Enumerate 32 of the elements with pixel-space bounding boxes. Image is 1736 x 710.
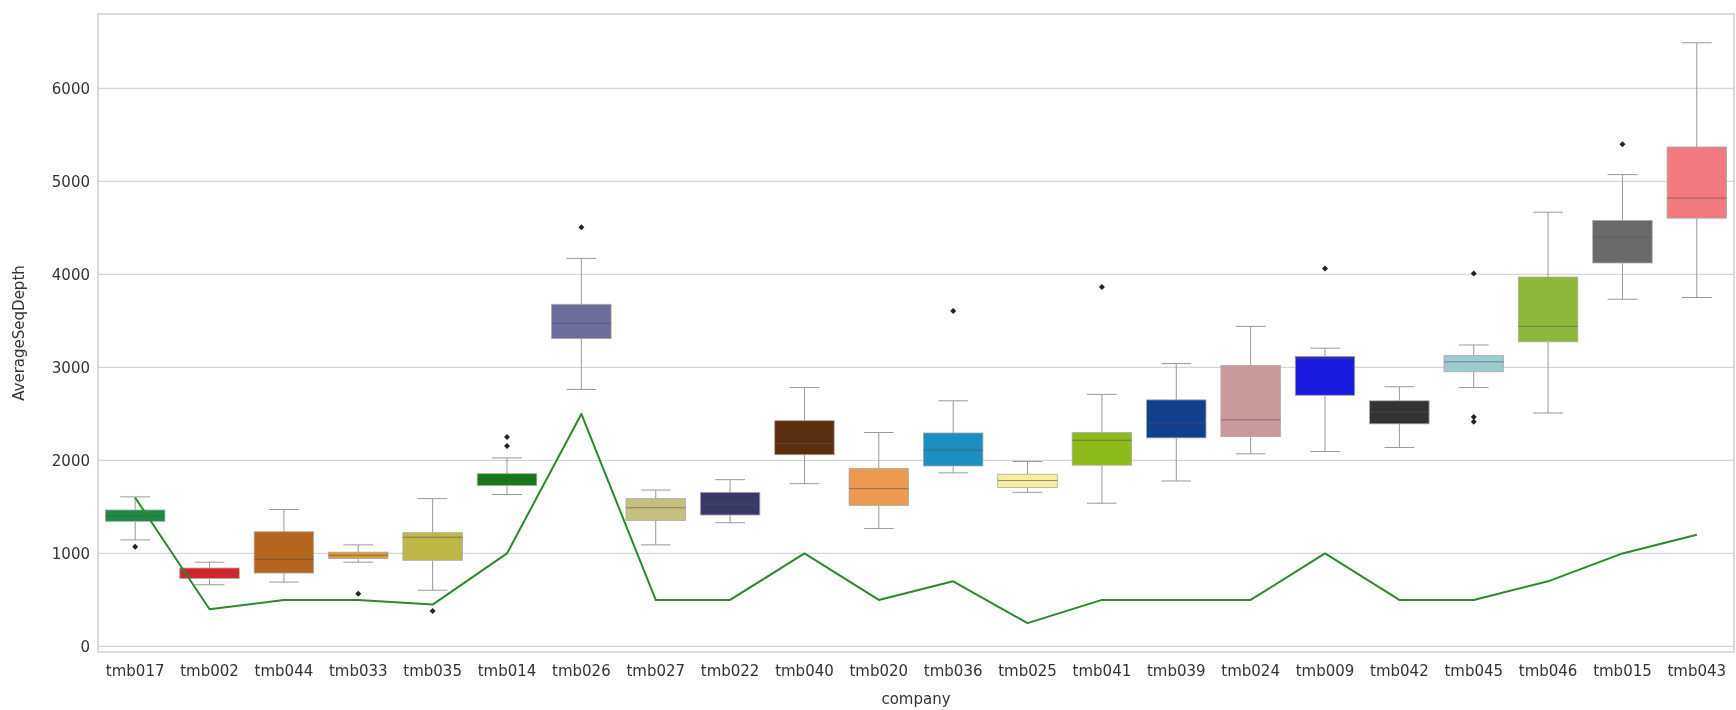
- y-axis-title: AverageSeqDepth: [10, 265, 28, 401]
- x-axis-title: company: [881, 690, 951, 708]
- x-tick-label: tmb043: [1667, 662, 1727, 680]
- x-tick-label: tmb045: [1444, 662, 1504, 680]
- x-tick-label: tmb036: [923, 662, 983, 680]
- x-tick-label: tmb025: [998, 662, 1057, 680]
- x-tick-label: tmb033: [328, 662, 388, 680]
- x-tick-label: tmb027: [626, 662, 686, 680]
- y-tick-label: 0: [80, 637, 90, 656]
- x-tick-label: tmb014: [477, 662, 537, 680]
- y-tick-label: 1000: [51, 544, 90, 563]
- x-tick-label: tmb009: [1295, 662, 1355, 680]
- x-tick-label: tmb017: [105, 662, 165, 680]
- line-series: [134, 412, 1698, 625]
- x-tick-label: tmb040: [775, 662, 834, 680]
- x-tick-label: tmb020: [849, 662, 909, 680]
- x-tick-label: tmb024: [1221, 662, 1280, 680]
- x-tick-label: tmb002: [180, 662, 239, 680]
- x-tick-label: tmb039: [1146, 662, 1206, 680]
- x-tick-label: tmb046: [1518, 662, 1578, 680]
- y-tick-label: 4000: [51, 265, 90, 284]
- y-tick-label: 2000: [51, 451, 90, 470]
- x-tick-label: tmb035: [403, 662, 462, 680]
- x-tick-label: tmb015: [1593, 662, 1652, 680]
- y-tick-label: 3000: [51, 358, 90, 377]
- x-tick-label: tmb042: [1370, 662, 1429, 680]
- x-tick-label: tmb022: [700, 662, 760, 680]
- x-tick-label: tmb041: [1072, 662, 1132, 680]
- y-tick-label: 6000: [51, 79, 90, 98]
- y-tick-label: 5000: [51, 172, 90, 191]
- x-tick-label: tmb026: [552, 662, 611, 680]
- x-tick-label: tmb044: [254, 662, 314, 680]
